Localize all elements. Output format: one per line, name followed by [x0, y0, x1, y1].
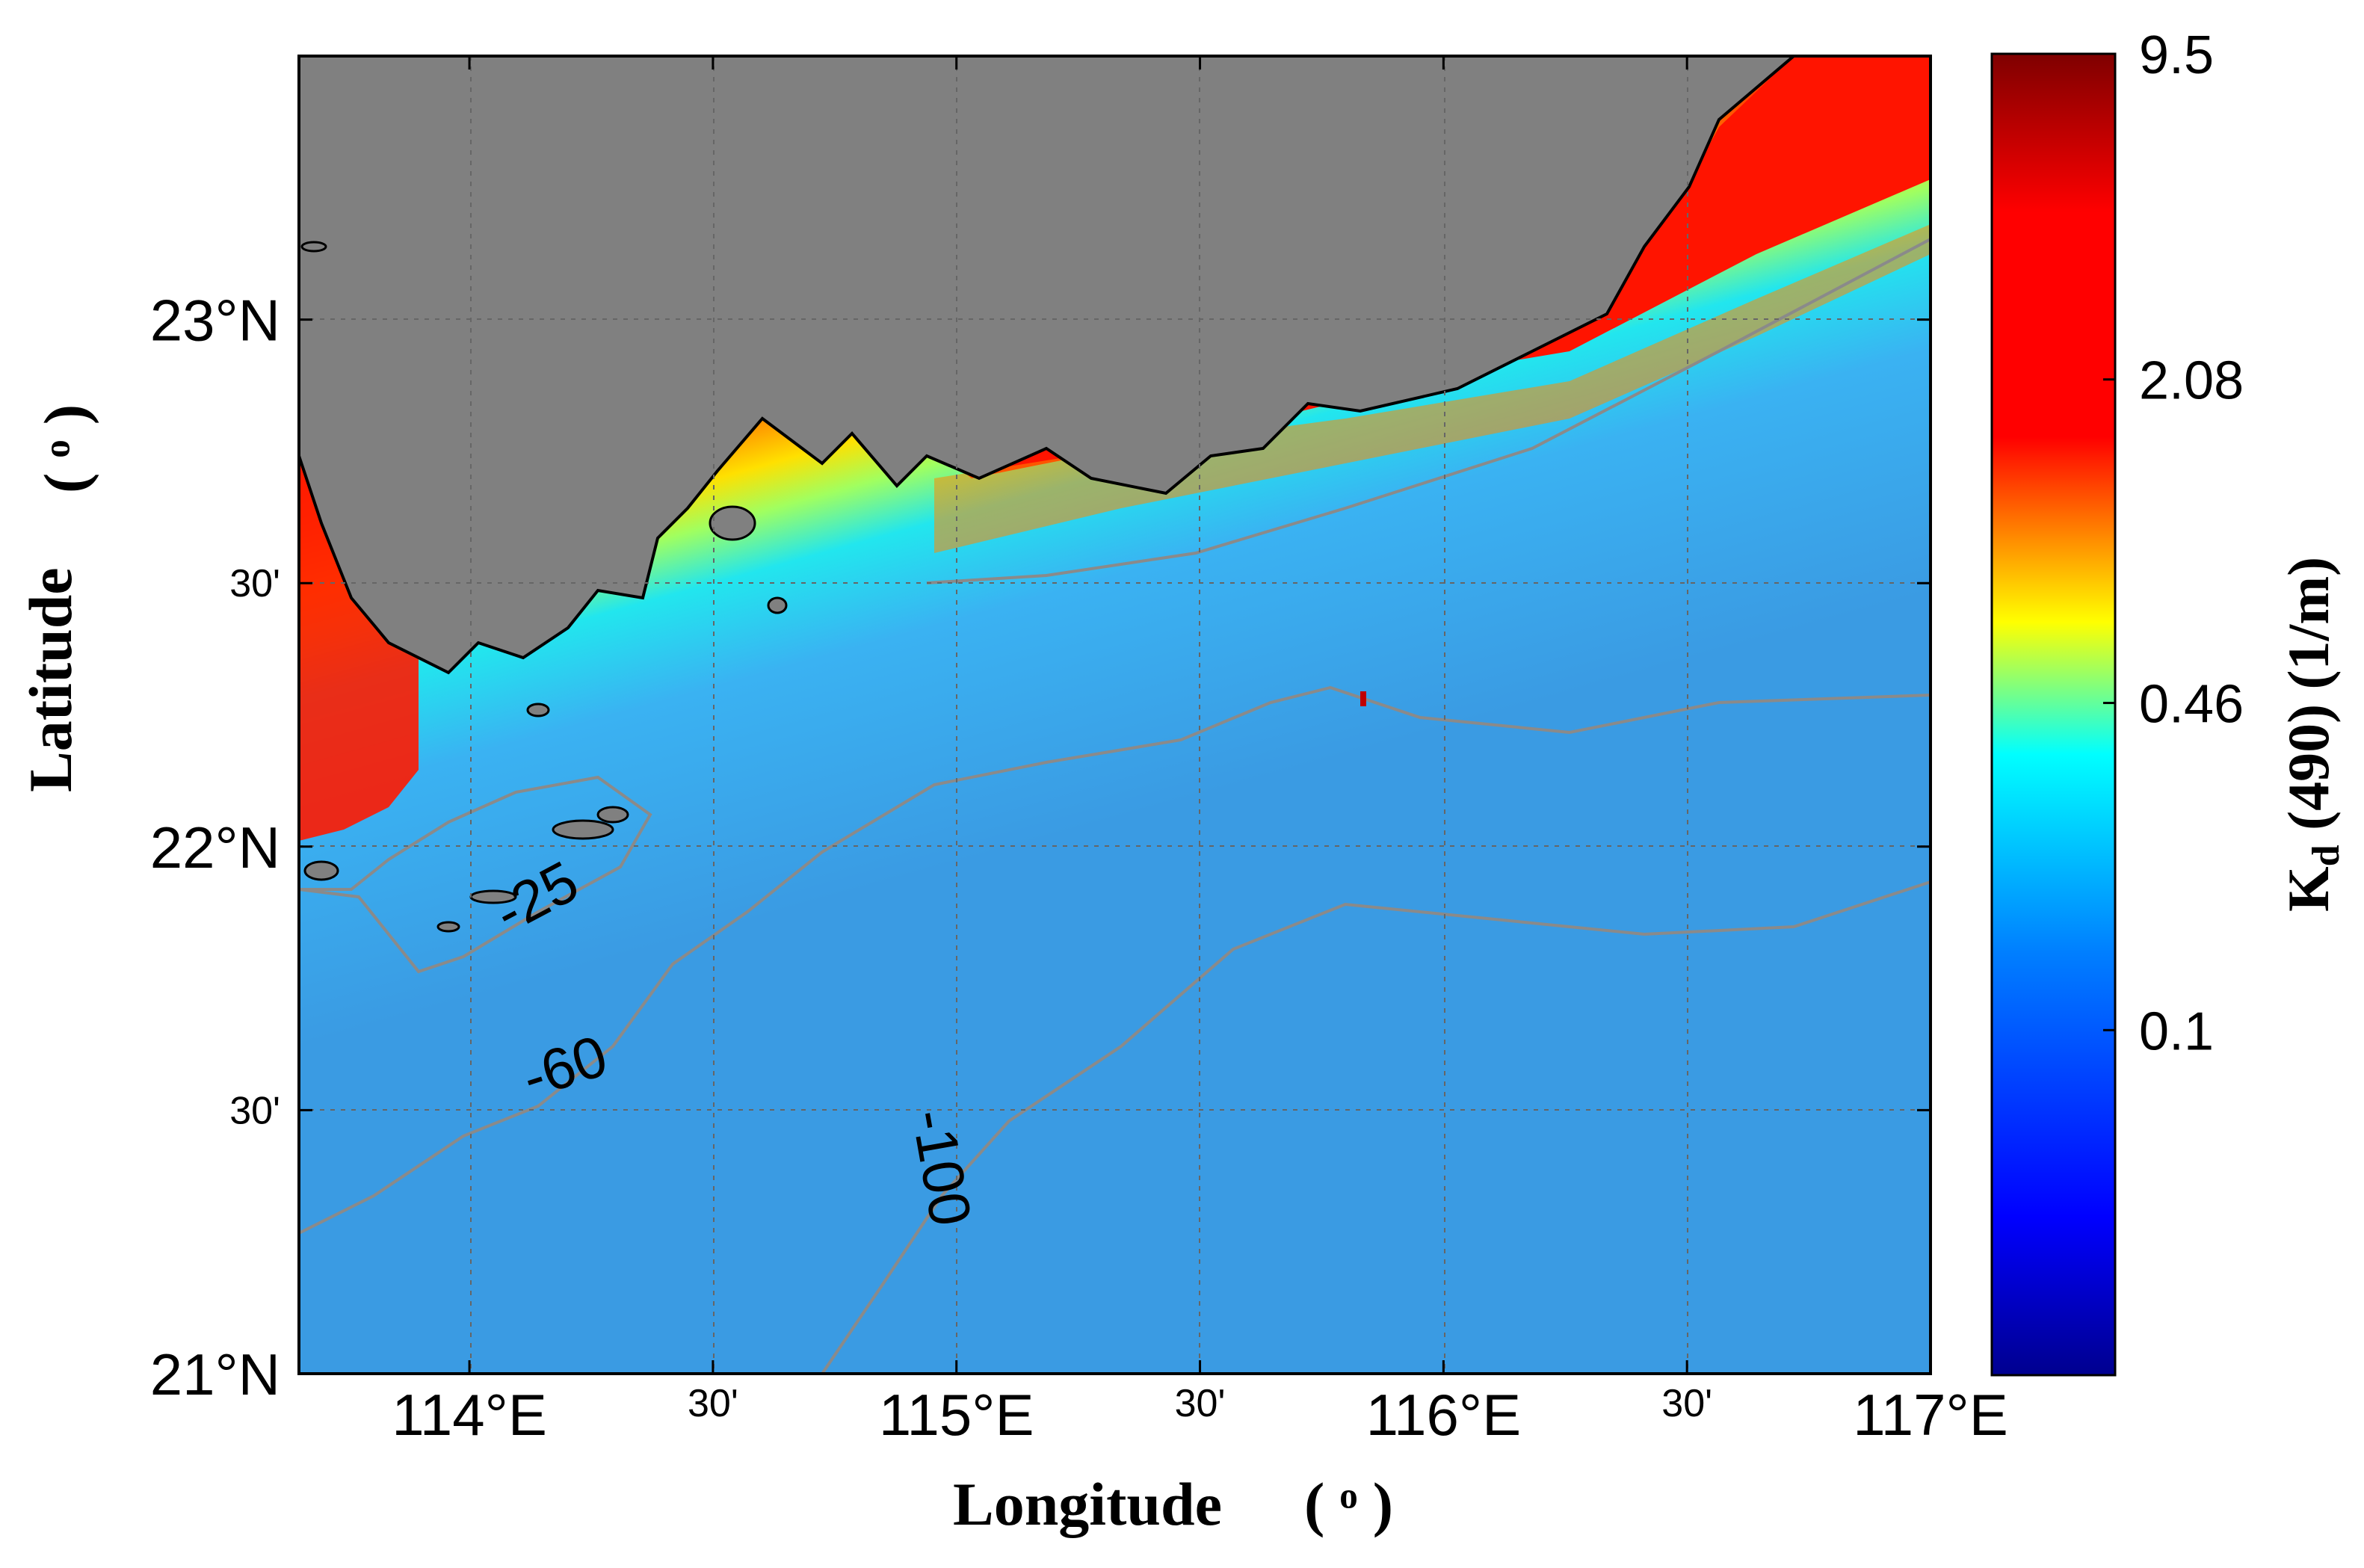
map-area — [299, 56, 1931, 1374]
y-tick-label-3: 30' — [229, 562, 280, 605]
isobath-25m — [299, 775, 652, 974]
isobath-60m — [299, 685, 1931, 1235]
x-tick-label-1: 30' — [688, 1382, 738, 1425]
y-tick-label-0: 21°N — [150, 1342, 280, 1407]
colorbar-tick-label-3: 0.1 — [2139, 1001, 2214, 1061]
colorbar-title: Kd (490) (1/m) — [2276, 557, 2348, 912]
y-axis-title-text: Latitude — [16, 567, 84, 792]
y-axis-unit: ( ᵒ ) — [31, 404, 99, 493]
colorbar-tick-label-1: 2.08 — [2139, 351, 2244, 411]
isobath-inner — [926, 238, 1931, 584]
x-tick-label-4: 116°E — [1366, 1382, 1522, 1448]
land-mass — [299, 56, 1797, 675]
red-speck — [1360, 691, 1366, 706]
colorbar-title-k: K — [2276, 866, 2341, 912]
isobath-100m — [821, 880, 1931, 1374]
islands — [300, 241, 788, 933]
x-axis-title-text: Longitude — [953, 1470, 1222, 1538]
y-axis-title: Latitude ( ᵒ ) — [16, 404, 99, 792]
x-tick-label-3: 30' — [1175, 1382, 1226, 1425]
y-tick-label-4: 23°N — [150, 288, 280, 354]
colorbar-tick-label-2: 0.46 — [2139, 675, 2244, 735]
y-axis-ticks: 21°N 30' 22°N 30' 23°N — [150, 288, 1931, 1407]
isobath-lines — [299, 238, 1931, 1374]
colorbar: 9.5 2.08 0.46 0.1 Kd (490) (1/m) — [1990, 25, 2348, 1377]
x-tick-label-6: 117°E — [1853, 1382, 2008, 1448]
y-tick-label-2: 22°N — [150, 815, 280, 880]
colorbar-ticks: 9.5 2.08 0.46 0.1 — [2103, 25, 2244, 1061]
colorbar-tick-label-0: 9.5 — [2139, 25, 2214, 85]
x-tick-label-2: 115°E — [879, 1382, 1034, 1448]
x-axis-unit: ( ᵒ ) — [1304, 1470, 1393, 1538]
map-frame — [297, 55, 1932, 1375]
y-tick-label-1: 30' — [229, 1089, 280, 1132]
x-axis-ticks: 114°E 30' 115°E 30' 116°E 30' 117°E — [392, 56, 2008, 1448]
x-tick-label-5: 30' — [1661, 1382, 1712, 1425]
x-tick-label-0: 114°E — [392, 1382, 547, 1448]
colorbar-title-rest: (490) (1/m) — [2276, 557, 2341, 845]
colorbar-gradient — [1990, 52, 2117, 1377]
x-axis-title: Longitude ( ᵒ ) — [953, 1470, 1393, 1538]
colorbar-title-sub: d — [2305, 845, 2348, 866]
